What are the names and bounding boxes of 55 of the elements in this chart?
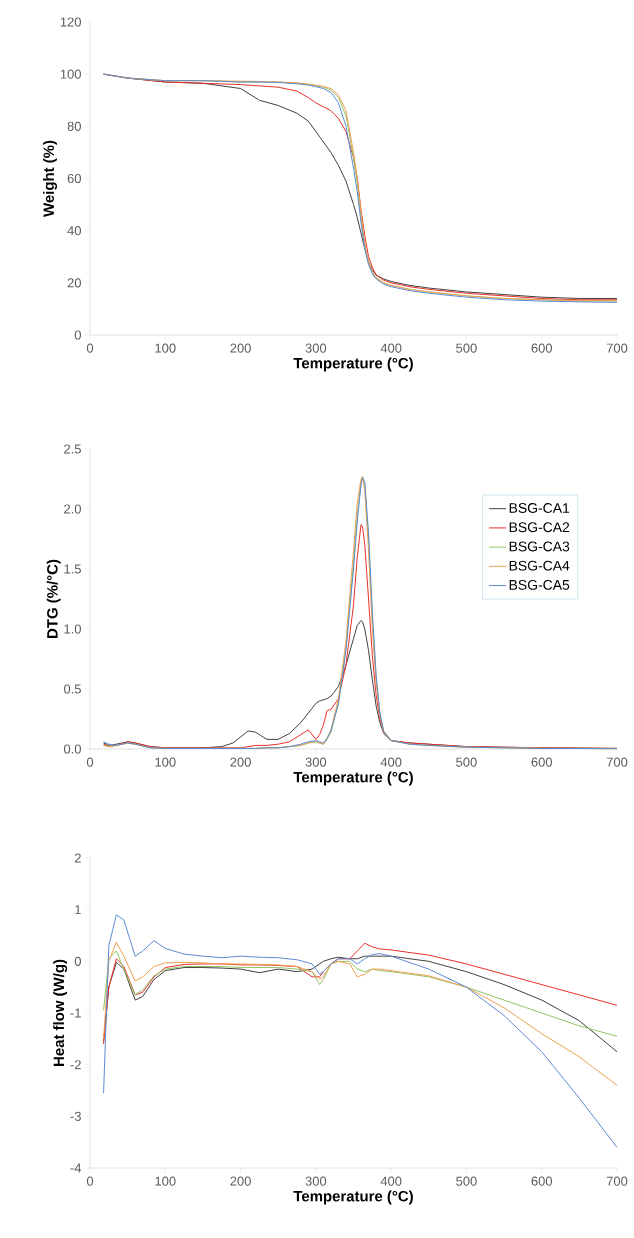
x-tick-label: 500 (456, 1176, 477, 1186)
x-axis-title: Temperature (°C) (293, 357, 413, 372)
y-tick-label: -1 (70, 1008, 81, 1018)
x-tick-label: 500 (456, 343, 477, 353)
y-tick-label: 1.5 (64, 564, 81, 574)
y-tick-label: 80 (67, 121, 81, 131)
y-tick-label: 40 (67, 226, 81, 236)
y-tick-label: 20 (67, 278, 81, 288)
y-tick-label: 0 (74, 956, 81, 966)
x-tick-label: 600 (531, 757, 553, 767)
y-tick-label: 2.5 (64, 444, 81, 454)
x-tick-label: 600 (531, 343, 553, 353)
x-tick-label: 200 (230, 1176, 251, 1186)
legend-label: BSG-CA1 (509, 503, 570, 513)
x-tick-label: 400 (380, 343, 402, 353)
x-tick-label: 300 (305, 757, 327, 767)
x-tick-label: 100 (155, 1176, 176, 1186)
y-tick-label: -2 (70, 1060, 81, 1070)
x-tick-label: 100 (155, 757, 176, 767)
y-tick-label: 1 (75, 905, 81, 915)
x-tick-label: 700 (606, 757, 628, 767)
x-tick-label: 200 (230, 757, 251, 767)
y-tick-label: 2 (74, 853, 81, 863)
x-tick-label: 0 (86, 343, 94, 353)
legend-label: BSG-CA2 (509, 522, 570, 533)
legend-label: BSG-CA3 (509, 541, 570, 552)
y-tick-label: 0.5 (63, 684, 81, 694)
y-tick-label: 120 (60, 17, 81, 27)
y-tick-label: -3 (70, 1111, 81, 1121)
x-tick-label: 400 (380, 1176, 402, 1186)
x-tick-label: 400 (380, 757, 402, 767)
y-tick-label: 0 (74, 330, 81, 340)
y-tick-label: 60 (67, 173, 81, 184)
y-tick-label: 1.0 (64, 624, 81, 634)
x-axis-title: Temperature (°C) (293, 1190, 413, 1205)
y-axis-title: Heat flow (W/g) (53, 959, 68, 1066)
x-tick-label: 700 (606, 1176, 628, 1186)
x-tick-label: 500 (456, 757, 477, 767)
x-axis-title: Temperature (°C) (293, 771, 413, 786)
y-axis-title: DTG (%/°C) (46, 559, 61, 638)
y-tick-label: -4 (70, 1163, 82, 1173)
y-tick-label: 0.0 (63, 744, 81, 754)
x-tick-label: 300 (305, 1176, 327, 1186)
y-axis-title: Weight (%) (43, 140, 58, 217)
x-tick-label: 0 (86, 757, 94, 767)
x-tick-label: 600 (531, 1176, 553, 1186)
y-tick-label: 2.0 (64, 504, 81, 514)
x-tick-label: 0 (86, 1176, 94, 1186)
x-tick-label: 200 (230, 343, 251, 353)
x-tick-label: 700 (606, 343, 628, 353)
legend-label: BSG-CA5 (509, 579, 570, 590)
y-tick-label: 100 (60, 69, 81, 79)
legend-label: BSG-CA4 (509, 560, 570, 571)
x-tick-label: 100 (155, 343, 176, 353)
x-tick-label: 300 (305, 343, 327, 353)
